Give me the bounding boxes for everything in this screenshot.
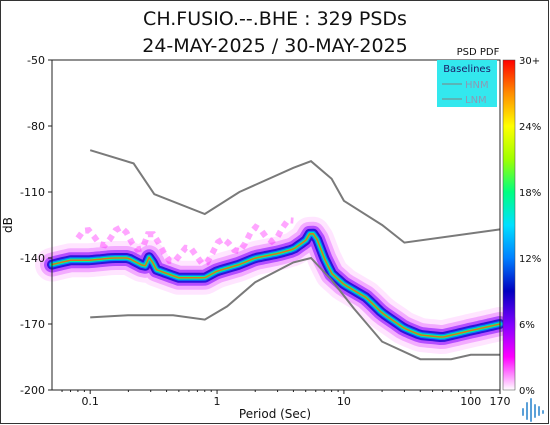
- colorbar-title: PSD PDF: [457, 47, 500, 58]
- colorbar-labels: 30+ 24% 18% 12% 6% 0%: [519, 56, 541, 397]
- colorbar-label: 12%: [519, 254, 541, 265]
- colorbar: [502, 59, 516, 391]
- x-tick-label: 10: [337, 395, 351, 408]
- y-tick-label: -170: [20, 318, 45, 331]
- colorbar-label: 24%: [519, 122, 541, 133]
- legend-entry-lnm: LNM: [465, 95, 487, 106]
- colorbar-label: 18%: [519, 188, 541, 199]
- x-tick-label: 170: [490, 395, 511, 408]
- y-tick-label: -140: [20, 252, 45, 265]
- colorbar-label: 6%: [519, 320, 535, 331]
- baseline-legend: Baselines HNM LNM: [437, 60, 497, 107]
- chart-subtitle: 24-MAY-2025 / 30-MAY-2025: [142, 35, 408, 57]
- baseline-hnm: [89, 149, 501, 244]
- y-tick-label: -110: [20, 186, 45, 199]
- x-axis: 0.1 1 10 100 170: [61, 390, 511, 408]
- y-tick-label: -80: [27, 120, 45, 133]
- plot-border: [51, 59, 501, 391]
- y-axis-label: dB: [1, 217, 15, 233]
- colorbar-label: 30+: [519, 56, 540, 67]
- legend-entry-hnm: HNM: [465, 80, 489, 91]
- x-axis-label: Period (Sec): [239, 407, 311, 421]
- pdf-density-band-6: [51, 233, 501, 338]
- baseline-curves: [89, 149, 501, 361]
- x-tick-label: 1: [214, 395, 221, 408]
- y-tick-label: -50: [27, 54, 45, 67]
- pdf-heatmap: [35, 216, 517, 354]
- legend-title: Baselines: [443, 64, 491, 75]
- chart-title: CH.FUSIO.--.BHE : 329 PSDs: [143, 8, 407, 30]
- x-tick-label: 0.1: [81, 395, 99, 408]
- colorbar-label: 0%: [519, 386, 535, 397]
- x-tick-label: 100: [460, 395, 481, 408]
- waveform-logo-icon: [522, 398, 544, 422]
- y-axis: -50 -80 -110 -140 -170 -200: [20, 54, 52, 397]
- baseline-lnm: [90, 256, 500, 361]
- pdf-sparse-spread: [75, 217, 294, 267]
- y-tick-label: -200: [20, 384, 45, 397]
